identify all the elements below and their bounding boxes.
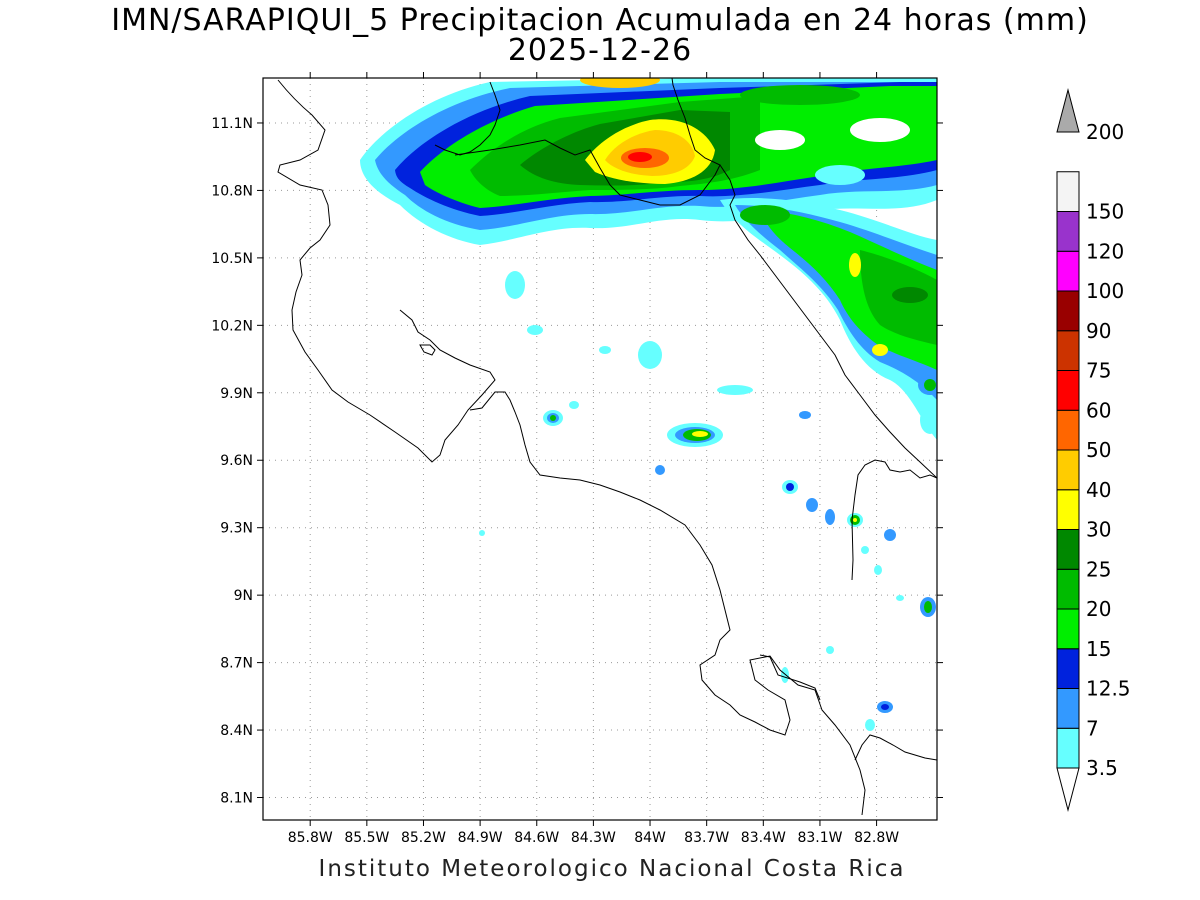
colorbar-label: 60 [1086, 398, 1111, 422]
latitude-axis: 11.1N 10.8N 10.5N 10.2N 9.9N 9.6N 9.3N 9N 8.7N 8.… [211, 116, 253, 807]
colorbar-segment [1056, 290, 1080, 332]
lon-tick-label: 85.2W [401, 830, 446, 846]
lat-tick-label: 9.3N [220, 521, 253, 537]
lat-tick-label: 11.1N [211, 116, 253, 132]
colorbar-segment [1056, 449, 1080, 491]
colorbar-segment [1056, 529, 1080, 570]
colorbar-label: 7 [1086, 716, 1099, 740]
colorbar-segment [1056, 171, 1080, 212]
plot-frame [262, 77, 938, 821]
colorbar: 3.5 7 12.5 15 20 25 30 40 50 60 75 90 100 120 150 200 [1056, 88, 1131, 812]
lon-tick-label: 84.3W [571, 830, 616, 846]
lat-tick-label: 10.8N [211, 183, 253, 199]
lat-tick-label: 8.7N [220, 656, 253, 672]
precipitation-field [360, 78, 937, 731]
colorbar-segment [1056, 688, 1080, 729]
lon-tick-label: 85.5W [344, 830, 389, 846]
colorbar-segment [1056, 330, 1080, 371]
colorbar-label: 15 [1086, 637, 1111, 661]
colorbar-under-triangle [1056, 767, 1080, 812]
colorbar-segment [1056, 727, 1080, 769]
lon-tick-label: 83.7W [684, 830, 729, 846]
lon-tick-label: 83.4W [741, 830, 786, 846]
lon-tick-label: 85.8W [288, 830, 333, 846]
colorbar-label: 75 [1086, 359, 1111, 383]
lat-tick-label: 8.1N [220, 791, 253, 807]
lat-tick-label: 9N [234, 588, 253, 604]
lon-tick-label: 84W [634, 830, 666, 846]
map-title: IMN/SARAPIQUI_5 Precipitacion Acumulada … [111, 3, 1089, 38]
lat-tick-label: 9.6N [220, 453, 253, 469]
coastlines [277, 78, 937, 816]
colorbar-segment [1056, 370, 1080, 411]
colorbar-segment [1056, 608, 1080, 650]
colorbar-label: 150 [1086, 200, 1124, 224]
colorbar-segment [1056, 489, 1080, 530]
colorbar-label: 12.5 [1086, 677, 1131, 701]
map-grid [257, 72, 943, 826]
lon-tick-label: 82.8W [854, 830, 899, 846]
lon-tick-label: 84.6W [514, 830, 559, 846]
colorbar-label: 90 [1086, 319, 1111, 343]
colorbar-label: 3.5 [1086, 756, 1118, 780]
colorbar-label: 50 [1086, 438, 1111, 462]
colorbar-over-triangle [1056, 88, 1080, 133]
colorbar-segment [1056, 409, 1080, 451]
colorbar-label: 30 [1086, 518, 1111, 542]
colorbar-label: 25 [1086, 557, 1111, 581]
colorbar-segment [1056, 250, 1080, 292]
lat-tick-label: 10.5N [211, 251, 253, 267]
colorbar-label: 40 [1086, 478, 1111, 502]
lat-tick-label: 8.4N [220, 723, 253, 739]
colorbar-label: 120 [1086, 239, 1124, 263]
longitude-axis: 85.8W 85.5W 85.2W 84.9W 84.6W 84.3W 84W 83.7W 83… [288, 830, 900, 846]
colorbar-segment [1056, 648, 1080, 689]
lon-tick-label: 83.1W [797, 830, 842, 846]
colorbar-segment [1056, 211, 1080, 252]
colorbar-segment [1056, 568, 1080, 610]
map-date: 2025-12-26 [507, 33, 693, 68]
colorbar-label: 100 [1086, 279, 1124, 303]
footer-credit: Instituto Meteorologico Nacional Costa R… [318, 856, 906, 882]
lat-tick-label: 10.2N [211, 318, 253, 334]
colorbar-label: 20 [1086, 597, 1111, 621]
lat-tick-label: 9.9N [220, 386, 253, 402]
colorbar-label: 200 [1086, 120, 1124, 144]
lon-tick-label: 84.9W [458, 830, 503, 846]
